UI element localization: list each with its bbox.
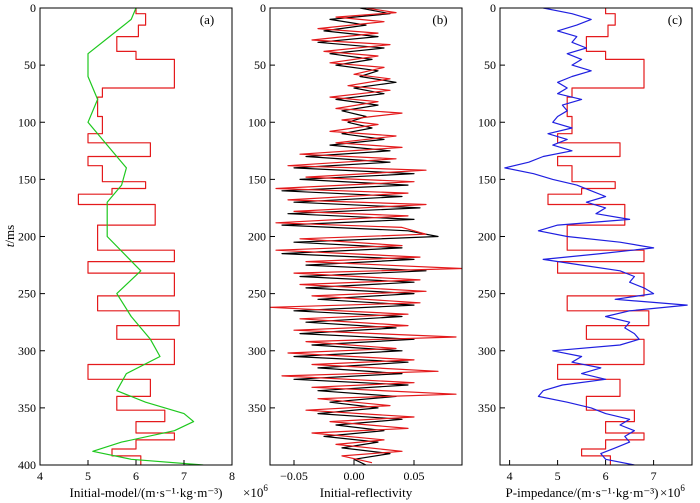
panel-c-y-tick-label: 300 xyxy=(478,344,496,358)
panel-b-y-tick-label: 0 xyxy=(260,1,266,15)
y-axis-label-symbol: t xyxy=(2,243,17,247)
panel-a-y-tick-label: 150 xyxy=(18,172,36,186)
panel-c-x-multiplier-base: ×10 xyxy=(660,485,680,500)
panel-a-y-tick-label: 300 xyxy=(18,344,36,358)
panel-b-y-tick-label: 300 xyxy=(248,344,266,358)
panel-c-series-0-line xyxy=(547,8,650,465)
panel-a-x-tick-label: 8 xyxy=(229,469,235,483)
panel-a-y-tick-label: 350 xyxy=(18,401,36,415)
panel-a-x-tick-label: 4 xyxy=(37,469,43,483)
panel-b-x-axis-label: Initial-reflectivity xyxy=(320,485,413,500)
panel-c-y-tick-label: 350 xyxy=(478,401,496,415)
panel-c-x-tick-label: 5 xyxy=(555,469,561,483)
panel-c-x-tick-label: 4 xyxy=(507,469,513,483)
panel-c: 0 50 100 150 200 250 300 350 4 5 6 7 (c) P-impedanc… xyxy=(478,1,693,500)
panel-a-x-multiplier-exp: 6 xyxy=(263,483,268,493)
panel-b-x-tick-label: 0.05 xyxy=(404,469,425,483)
panel-a-x-axis-label: Initial-model/(m·s⁻¹·kg·m⁻³) xyxy=(70,485,223,500)
panel-a-y-tick-label: 100 xyxy=(18,115,36,129)
panel-a-x-multiplier-base: ×10 xyxy=(243,485,263,500)
panel-b-y-tick-label: 50 xyxy=(254,58,266,72)
panel-b-frame xyxy=(269,7,463,466)
panel-c-x-axis-label: P-impedance/(m·s⁻¹·kg·m⁻³) xyxy=(506,485,659,500)
panel-b-y-tick-label: 100 xyxy=(248,115,266,129)
panel-c-y-tick-label: 250 xyxy=(478,287,496,301)
y-axis-label-unit: /ms xyxy=(2,225,17,244)
panel-c-ticks: 0 50 100 150 200 250 300 350 4 5 6 7 xyxy=(478,1,657,483)
panel-c-x-multiplier-exp: 6 xyxy=(680,483,685,493)
panel-c-y-tick-label: 100 xyxy=(478,115,496,129)
panel-c-y-tick-label: 150 xyxy=(478,172,496,186)
panel-b: 0 50 100 150 200 250 300 350 −0.05 0.00 0.05 (b) I… xyxy=(248,1,463,500)
panel-c-x-tick-label: 6 xyxy=(603,469,609,483)
panel-a-y-tick-label: 50 xyxy=(24,58,36,72)
panel-b-y-tick-label: 350 xyxy=(248,401,266,415)
panel-a-x-multiplier: ×106 xyxy=(243,483,268,500)
panel-b-ticks: 0 50 100 150 200 250 300 350 −0.05 0.00 0.05 xyxy=(248,1,425,483)
panel-c-y-tick-label: 200 xyxy=(478,230,496,244)
y-axis-label: t/ms xyxy=(2,225,17,247)
panel-a-frame xyxy=(39,7,233,466)
svg-text:t/ms: t/ms xyxy=(2,225,17,247)
panel-b-y-tick-label: 200 xyxy=(248,230,266,244)
panel-c-lines xyxy=(504,8,688,465)
panel-c-series-1-line xyxy=(504,8,688,465)
panel-a-label: (a) xyxy=(200,12,214,27)
panel-a-y-tick-label: 200 xyxy=(18,230,36,244)
panel-b-series-1-line xyxy=(270,8,462,464)
panel-c-frame xyxy=(499,7,693,466)
panel-b-x-tick-label: 0.00 xyxy=(344,469,365,483)
panel-c-x-tick-label: 7 xyxy=(651,469,657,483)
panel-a-x-tick-label: 7 xyxy=(181,469,187,483)
panel-a-series-1-line xyxy=(87,8,204,465)
panel-a-x-tick-label: 5 xyxy=(85,469,91,483)
panel-a-y-tick-label: 250 xyxy=(18,287,36,301)
panel-c-label: (c) xyxy=(668,12,682,27)
panel-b-lines xyxy=(270,8,462,465)
panel-a-series-0-line xyxy=(77,8,180,465)
panel-c-y-tick-label: 50 xyxy=(484,58,496,72)
panel-c-x-multiplier: ×106 xyxy=(660,483,685,500)
panel-a-lines xyxy=(77,8,204,465)
panel-a-y-tick-label: 400 xyxy=(18,458,36,472)
panel-a-x-tick-label: 6 xyxy=(133,469,139,483)
panel-a-y-tick-label: 0 xyxy=(30,1,36,15)
panel-b-y-tick-label: 250 xyxy=(248,287,266,301)
panel-b-y-tick-label: 150 xyxy=(248,172,266,186)
panel-b-x-tick-label: −0.05 xyxy=(280,469,308,483)
panel-b-label: (b) xyxy=(432,12,447,27)
panel-c-y-tick-label: 0 xyxy=(490,1,496,15)
